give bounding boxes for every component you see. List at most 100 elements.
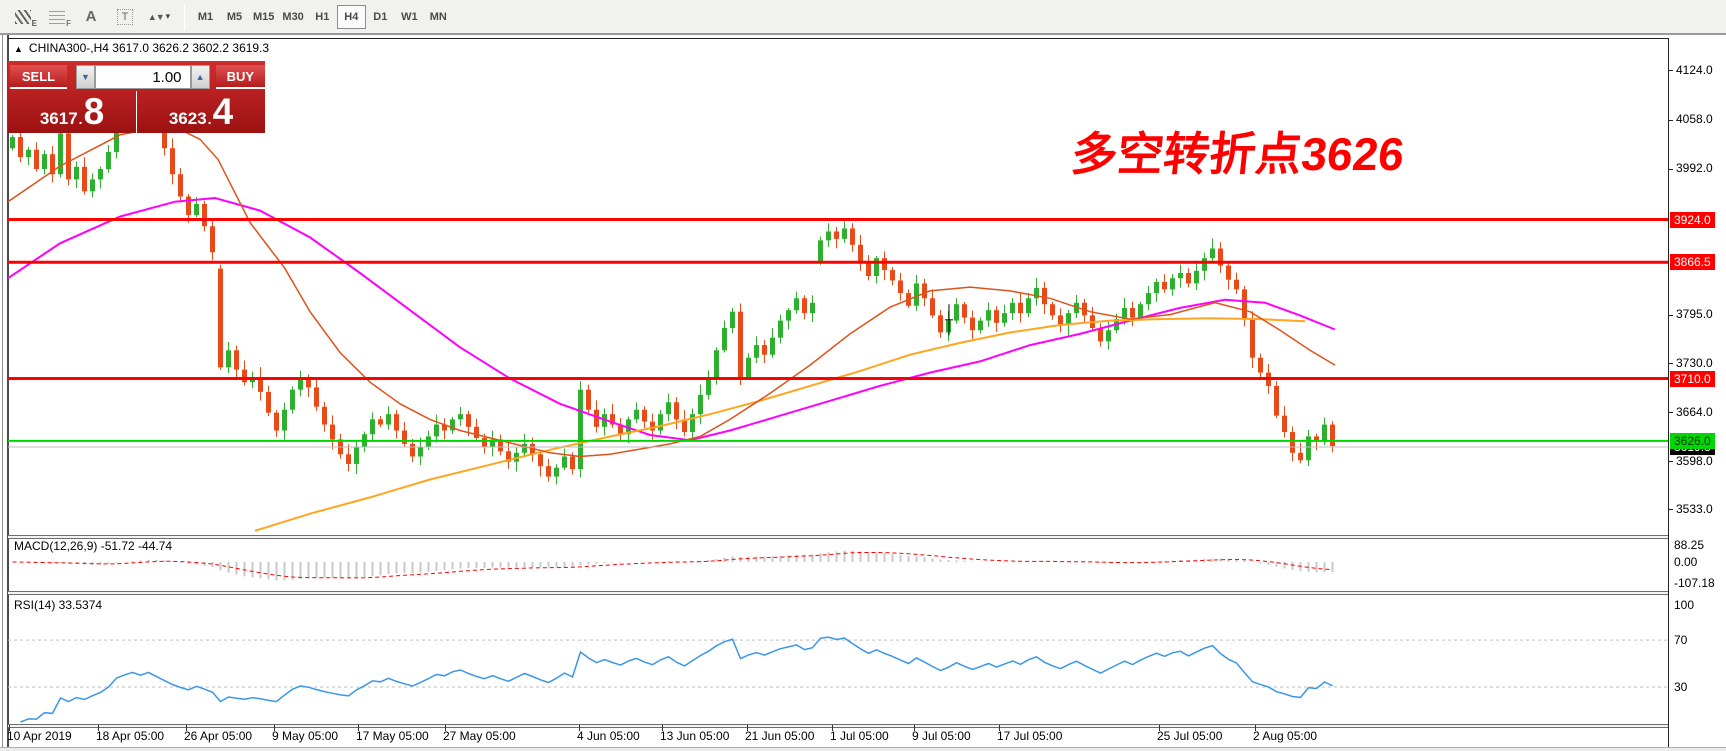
rsi-scale-70: 70 [1674, 633, 1688, 648]
time-tick [98, 725, 99, 731]
level-price-label-3710.0: 3710.0 [1670, 370, 1715, 387]
timeframe-button-W1[interactable]: W1 [401, 10, 418, 23]
time-tick [662, 725, 663, 731]
time-label: 2 Aug 05:00 [1253, 729, 1318, 743]
spin-up-icon: ▲ [195, 72, 205, 82]
timeframe-button-M30[interactable]: M30 [282, 10, 304, 23]
timeframe-bar: M1 M5 M15 M30 H1 H4 D1 W1 MN [191, 4, 453, 29]
level-price-label-3924.0: 3924.0 [1670, 211, 1715, 228]
timeframe-button-M15[interactable]: M15 [253, 10, 275, 23]
price-tick [1668, 412, 1673, 414]
time-label: 21 Jun 05:00 [745, 729, 815, 743]
candlestick-chart[interactable] [8, 38, 1668, 535]
trade-controls-row: SELL ▼ 1.00 ▲ BUY [8, 65, 265, 89]
time-label: 17 May 05:00 [356, 729, 429, 743]
price-tick [1668, 363, 1673, 365]
price-tick [1668, 314, 1673, 316]
rsi-panel[interactable] [8, 595, 1668, 724]
volume-increase-button[interactable]: ▲ [190, 65, 210, 89]
level-price-label-3866.5: 3866.5 [1670, 254, 1715, 271]
macd-label: MACD(12,26,9) -51.72 -44.74 [14, 539, 173, 553]
price-label-3992.0: 3992.0 [1676, 161, 1713, 176]
time-label: 13 Jun 05:00 [660, 729, 730, 743]
time-label: 25 Jul 05:00 [1157, 729, 1223, 743]
time-label: 17 Jul 05:00 [997, 729, 1063, 743]
time-tick [358, 725, 359, 731]
rsi-line [20, 636, 1333, 723]
volume-input[interactable]: 1.00 [95, 65, 191, 89]
time-tick [9, 725, 10, 731]
time-label: 1 Jul 05:00 [830, 729, 889, 743]
time-label: 10 Apr 2019 [7, 729, 72, 743]
timeframe-button-M1[interactable]: M1 [197, 10, 214, 23]
macd-scale-0: 0.00 [1674, 555, 1698, 569]
collapse-arrow-icon[interactable]: ▲ [14, 44, 23, 54]
chart-left-border [7, 35, 9, 751]
price-tick [1668, 119, 1673, 121]
fibonacci-f-icon-glyph: F [49, 9, 71, 28]
time-tick [747, 725, 748, 731]
top-toolbar: E F A T ▲▼ ▾ M1 M5 M15 M30 H1 H4 D1 W1 MN [0, 0, 1726, 35]
rsi-scale-100: 100 [1674, 598, 1695, 612]
timeframe-button-MN[interactable]: MN [429, 10, 447, 23]
text-a-icon[interactable]: A [85, 8, 97, 25]
price-tick [1668, 509, 1673, 511]
price-tick [1668, 461, 1673, 463]
spin-down-icon: ▼ [81, 72, 90, 82]
arrows-dropdown-icon[interactable]: ▲▼ ▾ [147, 11, 171, 22]
buy-button[interactable]: BUY [215, 65, 265, 89]
time-tick [445, 725, 446, 731]
price-label-3795.0: 3795.0 [1676, 307, 1713, 322]
volume-decrease-button[interactable]: ▼ [75, 65, 96, 89]
bottom-strip [0, 747, 1726, 751]
timeframe-button-M5[interactable]: M5 [226, 10, 243, 23]
macd-scale-88.25: 88.25 [1674, 537, 1705, 552]
time-tick [1255, 725, 1256, 731]
price-label-3533.0: 3533.0 [1676, 501, 1713, 516]
sell-price[interactable]: 3617 . 8 [39, 91, 105, 132]
macd-rsi-separator[interactable] [8, 591, 1668, 595]
symbol-ohlc-text: CHINA300-,H4 3617.0 3626.2 3602.2 3619.3 [28, 41, 270, 55]
price-label-3664.0: 3664.0 [1676, 404, 1713, 419]
draw-channel-e-icon-glyph: E [15, 9, 37, 28]
price-label-3730.0: 3730.0 [1676, 355, 1713, 370]
chart-top-border [8, 38, 1668, 39]
candlestick-series [10, 89, 1335, 485]
price-tick [1668, 168, 1673, 170]
price-axis-border [1668, 38, 1669, 747]
time-label: 27 May 05:00 [443, 729, 516, 743]
timeframe-button-H1[interactable]: H1 [315, 10, 330, 23]
chart-annotation-text: 多空转折点3626 [1068, 128, 1407, 180]
macd-panel[interactable] [8, 536, 1668, 591]
main-macd-separator[interactable] [8, 535, 1668, 539]
time-label: 4 Jun 05:00 [577, 729, 640, 743]
sell-button[interactable]: SELL [10, 65, 67, 89]
rsi-label: RSI(14) 33.5374 [14, 598, 103, 612]
timeframe-button-H4[interactable]: H4 [336, 4, 366, 29]
ma-fast-vermilion [8, 123, 1336, 458]
fibonacci-f-icon[interactable]: F [42, 5, 72, 29]
rsi-scale-30: 30 [1674, 679, 1688, 694]
price-label-4124.0: 4124.0 [1676, 62, 1713, 77]
window-left-edge [2, 35, 3, 751]
macd-signal-line [12, 552, 1333, 579]
draw-channel-e-icon[interactable]: E [8, 5, 38, 29]
time-label: 26 Apr 05:00 [184, 729, 253, 743]
rsi-axis-separator [8, 724, 1668, 728]
timeframe-button-D1[interactable]: D1 [373, 10, 388, 23]
one-click-trade-panel: SELL ▼ 1.00 ▲ BUY 3617 . 8 3623 . 4 [8, 61, 265, 133]
buy-price[interactable]: 3623 . 4 [136, 91, 265, 133]
time-tick [274, 725, 275, 731]
chart-symbol-title[interactable]: ▲ CHINA300-,H4 3617.0 3626.2 3602.2 3619.… [14, 41, 269, 55]
time-tick [832, 725, 833, 731]
price-tick [1668, 70, 1673, 72]
quote-prices: 3617 . 8 3623 . 4 [8, 91, 265, 133]
price-label-3598.0: 3598.0 [1676, 453, 1713, 468]
label-t-icon[interactable]: T [110, 5, 140, 29]
time-label: 18 Apr 05:00 [96, 729, 165, 743]
time-tick [914, 725, 915, 731]
time-tick [186, 725, 187, 731]
time-tick [579, 725, 580, 731]
toolbar-separator [184, 3, 185, 30]
